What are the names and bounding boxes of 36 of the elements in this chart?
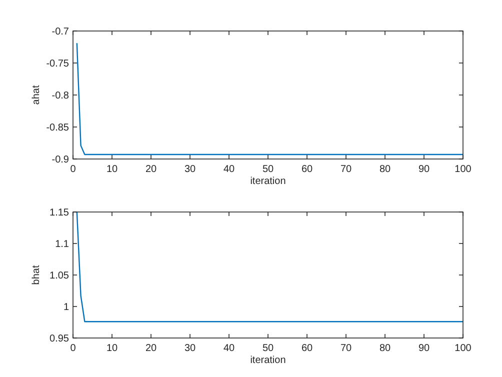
x-tick-label: 30 — [184, 164, 196, 175]
y-tick-label: -0.7 — [52, 26, 70, 38]
y-tick-label: 1.1 — [55, 239, 70, 250]
x-tick-label: 50 — [262, 343, 274, 354]
y-tick-label: -0.85 — [46, 122, 70, 134]
x-axis-title: iteration — [250, 176, 286, 187]
x-tick-label: 20 — [145, 164, 157, 175]
y-tick-label: -0.75 — [46, 58, 70, 70]
x-tick-label: 70 — [340, 164, 352, 175]
x-tick-label: 30 — [184, 343, 196, 354]
x-axis-title: iteration — [250, 355, 286, 366]
x-tick-label: 100 — [454, 164, 472, 175]
x-tick-label: 40 — [223, 164, 235, 175]
y-axis-title: bhat — [31, 265, 42, 285]
x-tick-label: 40 — [223, 343, 235, 354]
x-tick-label: 90 — [418, 343, 430, 354]
y-tick-label: -0.8 — [52, 90, 70, 102]
y-tick-label: 1.05 — [50, 270, 70, 282]
y-tick-label: 0.95 — [50, 334, 70, 344]
y-axis-title: ahat — [31, 85, 42, 105]
x-tick-label: 100 — [454, 343, 472, 354]
y-tick-label: -0.9 — [52, 154, 70, 166]
x-tick-label: 10 — [106, 164, 118, 175]
y-tick-label: 1 — [63, 302, 70, 313]
x-tick-label: 0 — [70, 164, 76, 175]
x-tick-label: 90 — [418, 164, 430, 175]
x-tick-label: 0 — [70, 343, 76, 354]
x-tick-label: 80 — [379, 164, 391, 175]
x-tick-label: 60 — [301, 164, 313, 175]
y-tick-label: 1.15 — [50, 208, 70, 218]
x-tick-label: 60 — [301, 343, 313, 354]
x-tick-label: 10 — [106, 343, 118, 354]
x-tick-label: 20 — [145, 343, 157, 354]
x-tick-label: 70 — [340, 343, 352, 354]
x-tick-label: 80 — [379, 343, 391, 354]
x-tick-label: 50 — [262, 164, 274, 175]
